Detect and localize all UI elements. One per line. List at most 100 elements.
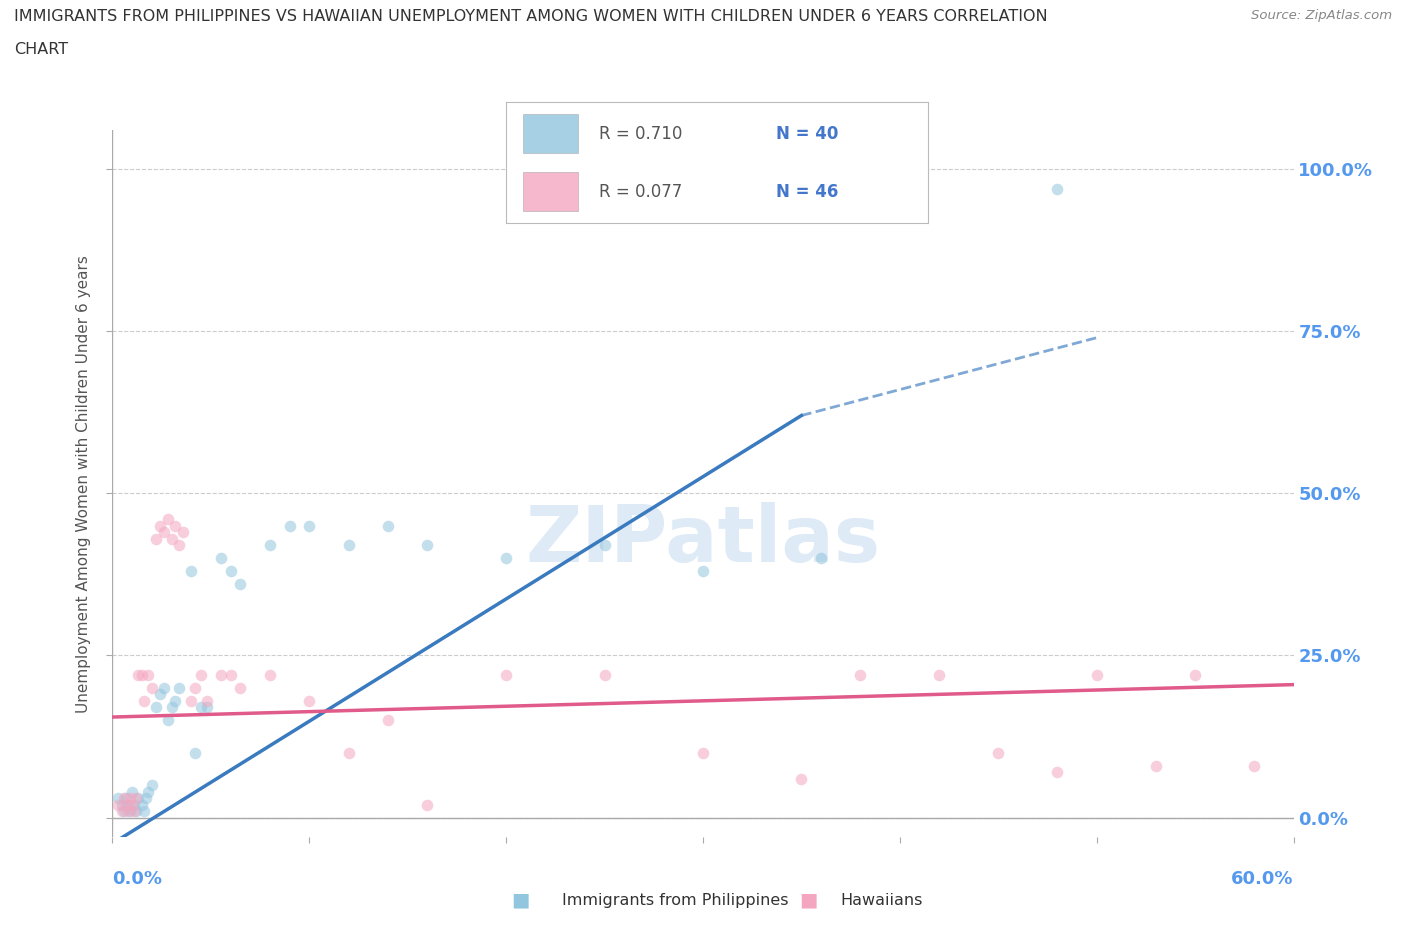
Text: IMMIGRANTS FROM PHILIPPINES VS HAWAIIAN UNEMPLOYMENT AMONG WOMEN WITH CHILDREN U: IMMIGRANTS FROM PHILIPPINES VS HAWAIIAN … — [14, 9, 1047, 24]
Point — [121, 784, 143, 799]
Point — [120, 790, 142, 805]
Point — [987, 745, 1010, 760]
Point — [1046, 181, 1069, 196]
Point — [136, 668, 159, 683]
Point — [156, 512, 179, 526]
Point — [156, 712, 179, 727]
Point — [219, 564, 242, 578]
Point — [169, 681, 191, 696]
Point — [152, 681, 174, 696]
Point — [149, 518, 172, 533]
Point — [117, 797, 139, 812]
Point — [132, 804, 155, 818]
Point — [149, 687, 172, 702]
Bar — [523, 114, 578, 153]
Point — [377, 712, 399, 727]
Text: ZIPatlas: ZIPatlas — [526, 502, 880, 578]
Point — [219, 668, 242, 683]
Point — [337, 538, 360, 552]
Point — [115, 790, 138, 805]
Point — [111, 797, 134, 812]
Point — [127, 668, 149, 683]
Point — [169, 538, 191, 552]
Text: R = 0.710: R = 0.710 — [599, 125, 682, 142]
Point — [112, 790, 135, 805]
Point — [416, 538, 439, 552]
Point — [107, 790, 129, 805]
Point — [127, 790, 149, 805]
Point — [160, 700, 183, 715]
Point — [125, 804, 148, 818]
Point — [928, 668, 950, 683]
Point — [195, 694, 218, 709]
Point — [1184, 668, 1206, 683]
Point — [117, 804, 139, 818]
Y-axis label: Unemployment Among Women with Children Under 6 years: Unemployment Among Women with Children U… — [76, 255, 91, 712]
Point — [195, 700, 218, 715]
Point — [692, 564, 714, 578]
Point — [190, 700, 212, 715]
Point — [184, 681, 207, 696]
Point — [122, 804, 145, 818]
Point — [495, 551, 517, 565]
Point — [692, 745, 714, 760]
Text: 0.0%: 0.0% — [112, 870, 163, 887]
Point — [111, 804, 134, 818]
Point — [131, 668, 153, 683]
Point — [209, 668, 232, 683]
Point — [131, 797, 153, 812]
Text: ■: ■ — [510, 891, 530, 910]
Point — [141, 681, 163, 696]
Point — [115, 797, 138, 812]
Point — [180, 564, 202, 578]
Point — [229, 681, 252, 696]
Point — [1046, 764, 1069, 779]
Point — [107, 797, 129, 812]
Text: Source: ZipAtlas.com: Source: ZipAtlas.com — [1251, 9, 1392, 22]
Point — [160, 531, 183, 546]
Point — [229, 577, 252, 591]
Point — [259, 538, 281, 552]
Text: ■: ■ — [799, 891, 818, 910]
Point — [298, 518, 321, 533]
Point — [849, 668, 872, 683]
Point — [125, 790, 148, 805]
Point — [495, 668, 517, 683]
Point — [810, 551, 832, 565]
Text: N = 46: N = 46 — [776, 183, 838, 201]
Point — [1144, 758, 1167, 773]
Point — [121, 797, 143, 812]
Point — [298, 694, 321, 709]
Text: N = 40: N = 40 — [776, 125, 838, 142]
Text: 60.0%: 60.0% — [1232, 870, 1294, 887]
Point — [120, 804, 142, 818]
Point — [184, 745, 207, 760]
Point — [337, 745, 360, 760]
Point — [790, 771, 813, 786]
Point — [209, 551, 232, 565]
Point — [112, 804, 135, 818]
Point — [1085, 668, 1108, 683]
Point — [593, 538, 616, 552]
Point — [145, 531, 167, 546]
Point — [180, 694, 202, 709]
Point — [377, 518, 399, 533]
Point — [1243, 758, 1265, 773]
Bar — [523, 172, 578, 211]
Point — [135, 790, 157, 805]
Text: Immigrants from Philippines: Immigrants from Philippines — [562, 893, 789, 908]
Point — [593, 668, 616, 683]
Point — [165, 518, 187, 533]
Point — [145, 700, 167, 715]
Text: CHART: CHART — [14, 42, 67, 57]
Point — [278, 518, 301, 533]
Point — [136, 784, 159, 799]
Text: Hawaiians: Hawaiians — [841, 893, 924, 908]
Text: R = 0.077: R = 0.077 — [599, 183, 682, 201]
Point — [141, 777, 163, 792]
Point — [190, 668, 212, 683]
Point — [165, 694, 187, 709]
Point — [416, 797, 439, 812]
Point — [122, 797, 145, 812]
Point — [132, 694, 155, 709]
